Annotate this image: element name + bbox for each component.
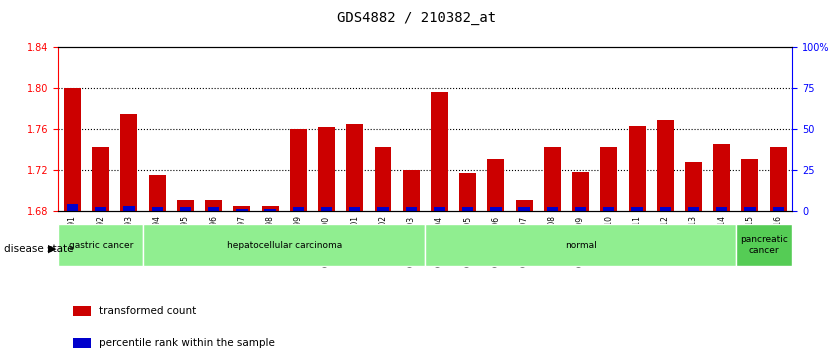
Bar: [377, 207, 389, 211]
Bar: [346, 124, 364, 211]
Bar: [716, 207, 727, 211]
Bar: [431, 92, 448, 211]
Text: GDS4882 / 210382_at: GDS4882 / 210382_at: [338, 11, 496, 25]
FancyBboxPatch shape: [58, 224, 143, 266]
Bar: [688, 207, 699, 211]
Bar: [93, 147, 109, 211]
FancyBboxPatch shape: [736, 224, 792, 266]
Bar: [460, 173, 476, 211]
Bar: [547, 207, 558, 211]
Bar: [262, 207, 279, 211]
FancyBboxPatch shape: [143, 224, 425, 266]
Bar: [462, 207, 474, 211]
Bar: [772, 207, 784, 211]
Bar: [519, 207, 530, 211]
Bar: [64, 88, 81, 211]
Bar: [67, 204, 78, 211]
Bar: [374, 147, 391, 211]
Text: gastric cancer: gastric cancer: [68, 241, 133, 249]
Text: disease state: disease state: [4, 244, 73, 254]
Bar: [403, 170, 420, 211]
Bar: [405, 207, 417, 211]
Text: percentile rank within the sample: percentile rank within the sample: [98, 338, 274, 348]
Bar: [770, 147, 786, 211]
Bar: [293, 207, 304, 211]
Bar: [575, 207, 586, 211]
Bar: [744, 207, 756, 211]
Bar: [264, 209, 276, 211]
Bar: [177, 200, 193, 211]
Bar: [180, 207, 191, 211]
Bar: [73, 338, 92, 348]
Bar: [657, 120, 674, 211]
Bar: [95, 207, 107, 211]
Bar: [290, 129, 307, 211]
Text: hepatocellular carcinoma: hepatocellular carcinoma: [227, 241, 342, 249]
Bar: [685, 162, 702, 211]
Bar: [600, 147, 617, 211]
Bar: [208, 207, 219, 211]
Bar: [321, 207, 332, 211]
Bar: [205, 200, 222, 211]
Bar: [487, 159, 505, 211]
Bar: [544, 147, 560, 211]
Bar: [603, 207, 615, 211]
Text: pancreatic
cancer: pancreatic cancer: [740, 235, 788, 255]
Bar: [572, 172, 589, 211]
Bar: [152, 207, 163, 211]
Bar: [236, 209, 248, 211]
Bar: [490, 207, 501, 211]
Bar: [660, 207, 671, 211]
Bar: [148, 175, 166, 211]
Bar: [713, 144, 731, 211]
Bar: [741, 159, 758, 211]
Bar: [318, 127, 335, 211]
Bar: [123, 206, 134, 211]
Bar: [629, 126, 646, 211]
Bar: [631, 207, 643, 211]
Bar: [515, 200, 533, 211]
Text: ▶: ▶: [48, 244, 57, 254]
Bar: [73, 306, 92, 316]
Text: transformed count: transformed count: [98, 306, 196, 316]
Bar: [434, 207, 445, 211]
Bar: [120, 114, 138, 211]
Bar: [234, 207, 250, 211]
FancyBboxPatch shape: [425, 224, 736, 266]
Bar: [349, 207, 360, 211]
Text: normal: normal: [565, 241, 596, 249]
